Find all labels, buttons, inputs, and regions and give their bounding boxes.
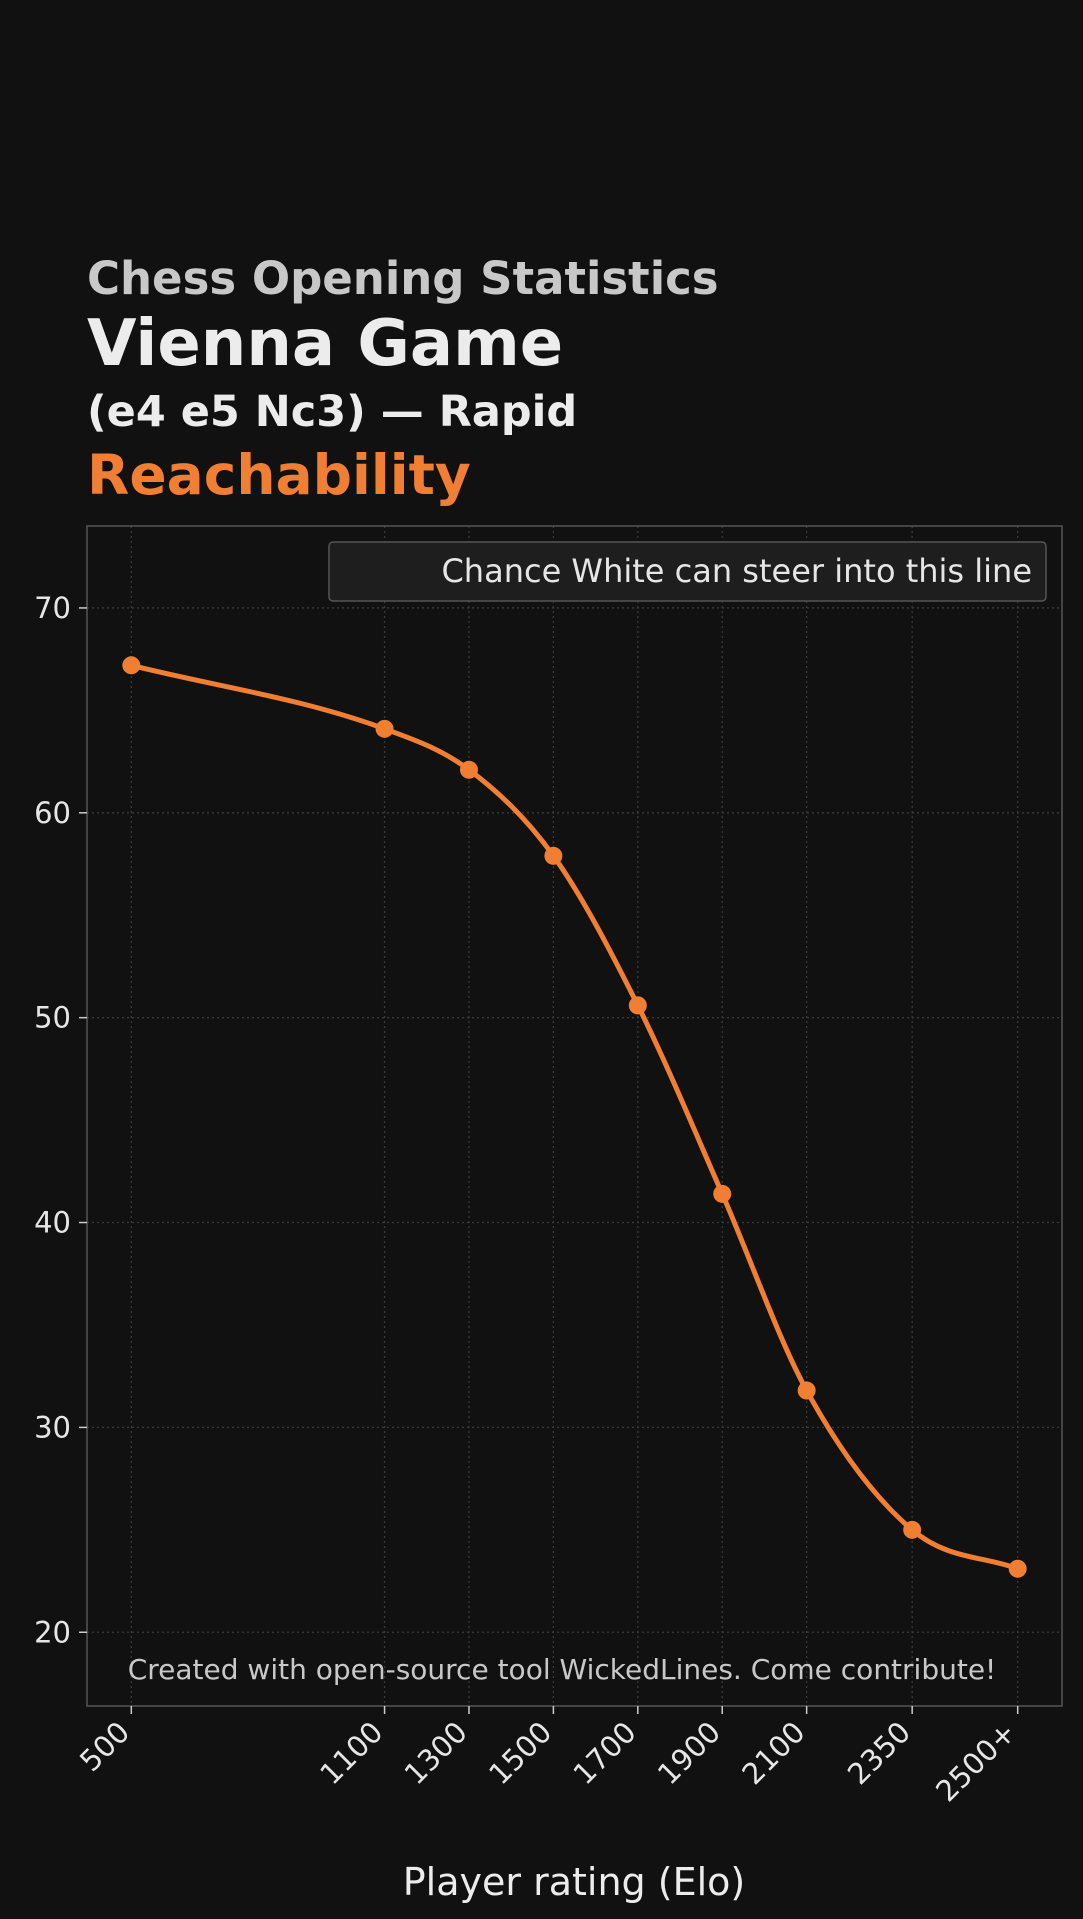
x-tick-label: 1300 <box>398 1715 474 1791</box>
x-tick-label: 2100 <box>735 1715 811 1791</box>
data-point <box>903 1520 922 1539</box>
x-tick-label: 2350 <box>841 1715 917 1791</box>
plot-frame <box>86 525 1063 1707</box>
y-axis-ticks: 20 30 40 50 60 70 <box>34 591 87 1649</box>
chart-metric-title: Reachability <box>87 443 471 507</box>
x-tick-label: 1500 <box>482 1715 558 1791</box>
data-point <box>628 996 647 1015</box>
data-point <box>1008 1559 1027 1578</box>
x-tick-label: 1700 <box>567 1715 643 1791</box>
chart-title: Vienna Game <box>87 307 564 381</box>
x-axis-label: Player rating (Elo) <box>403 1860 745 1904</box>
x-tick-label: 2500+ <box>929 1715 1022 1808</box>
x-axis-ticks: 500 1100 1300 1500 1700 1900 2100 2350 2500+ <box>73 1706 1023 1808</box>
chart-supertitle: Chess Opening Statistics <box>87 252 719 305</box>
data-point <box>375 719 394 738</box>
y-tick-label: 30 <box>34 1410 71 1444</box>
y-tick-label: 70 <box>34 591 71 625</box>
legend-label: Chance White can steer into this line <box>441 552 1032 590</box>
legend-box <box>328 541 1047 602</box>
y-tick-label: 40 <box>34 1206 71 1240</box>
legend: Chance White can steer into this line <box>328 541 1047 602</box>
data-point <box>122 656 141 675</box>
data-point <box>797 1381 816 1400</box>
series-points <box>122 656 1027 1578</box>
y-tick-label: 60 <box>34 796 71 830</box>
chart-subtitle: (e4 e5 Nc3) — Rapid <box>87 387 578 437</box>
y-tick-label: 50 <box>34 1001 71 1035</box>
x-tick-label: 1100 <box>313 1715 389 1791</box>
data-point <box>459 760 478 779</box>
y-tick-label: 20 <box>34 1615 71 1649</box>
series-line <box>128 662 1021 1572</box>
x-tick-label: 1900 <box>651 1715 727 1791</box>
credit-text: Created with open-source tool WickedLine… <box>128 1653 997 1686</box>
x-tick-label: 500 <box>73 1715 136 1778</box>
data-point <box>713 1184 732 1203</box>
data-point <box>544 846 563 865</box>
